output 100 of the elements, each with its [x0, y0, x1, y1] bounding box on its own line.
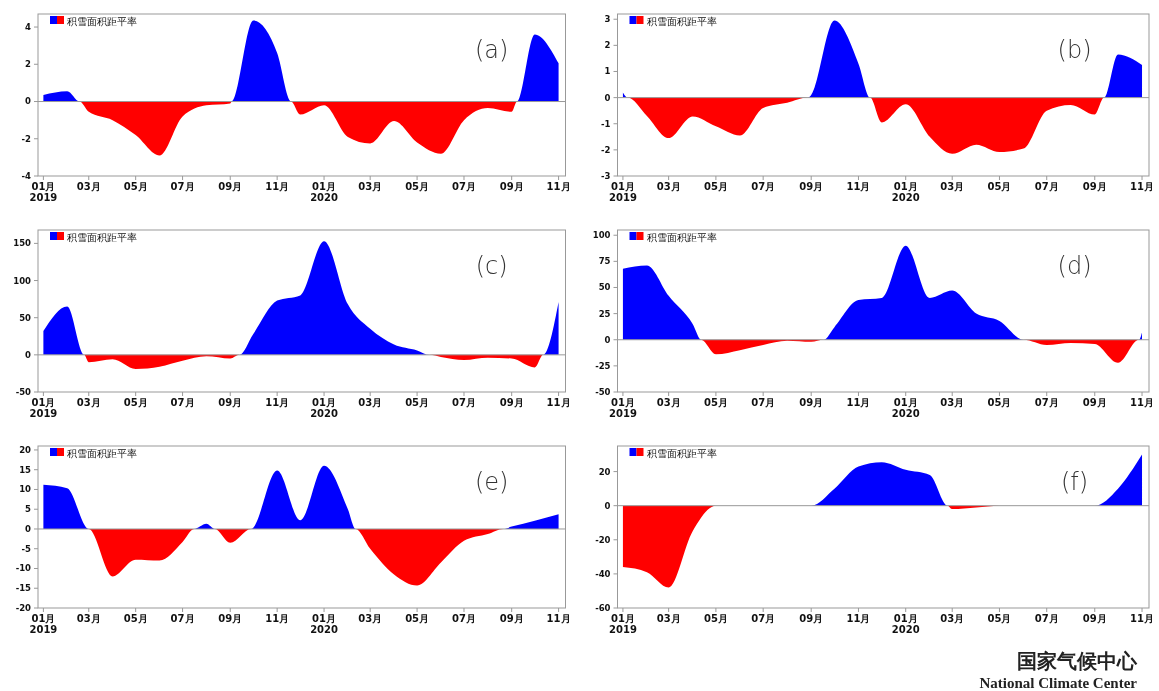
x-tick-label: 03月 — [940, 397, 965, 408]
x-tick-label: 09月 — [499, 181, 524, 192]
y-tick-label: -60 — [595, 602, 611, 613]
text: (e) — [474, 468, 509, 496]
y-tick-label: -15 — [15, 583, 32, 594]
x-tick-label: 01月 2019 — [29, 397, 58, 419]
y-tick-label: -4 — [21, 170, 32, 181]
x-tick-label: 03月 — [940, 613, 965, 624]
x-tick-label: 07月 — [1034, 397, 1059, 408]
x-tick-label: 07月 — [751, 613, 776, 624]
x-tick-label: 07月 — [170, 397, 195, 408]
y-tick-label: 0 — [604, 500, 611, 511]
y-tick-label: 150 — [13, 238, 32, 249]
text: (f) — [1061, 468, 1089, 496]
y-tick-label: -5 — [21, 543, 32, 554]
legend-label: 积雪面积距平率 — [67, 15, 137, 27]
x-tick-label: 09月 — [499, 397, 524, 408]
legend-label: 积雪面积距平率 — [646, 231, 717, 243]
y-tick-label: 0 — [25, 96, 32, 107]
y-tick-label: 50 — [19, 312, 32, 323]
y-tick-label: -2 — [21, 133, 32, 144]
x-tick-label: 01月 2019 — [609, 181, 637, 203]
x-tick-label: 05月 — [703, 181, 728, 192]
y-tick-label: 4 — [25, 22, 32, 33]
x-tick-label: 03月 — [358, 397, 383, 408]
x-tick-label: 09月 — [218, 613, 243, 624]
text: (b) — [1057, 36, 1092, 64]
text: (a) — [474, 36, 509, 64]
y-tick-label: -40 — [595, 568, 611, 579]
y-tick-label: -2 — [601, 144, 611, 155]
x-tick-label: 07月 — [170, 181, 195, 192]
y-tick-label: 100 — [592, 230, 611, 241]
x-tick-label: 01月 2020 — [891, 613, 920, 635]
x-tick-label: 09月 — [1082, 181, 1107, 192]
x-tick-label: 07月 — [751, 181, 776, 192]
x-tick-label: 01月 2019 — [609, 613, 637, 635]
x-tick-label: 09月 — [218, 397, 243, 408]
x-tick-label: 11月 — [846, 397, 871, 408]
y-tick-label: -25 — [595, 360, 611, 371]
x-tick-label: 05月 — [405, 181, 430, 192]
x-tick-label: 01月 2019 — [609, 397, 637, 419]
x-tick-label: 01月 2020 — [310, 613, 338, 635]
text: (c) — [475, 252, 508, 280]
x-tick-label: 11月 — [1130, 397, 1154, 408]
x-tick-label: 11月 — [265, 397, 290, 408]
x-tick-label: 11月 — [1130, 613, 1154, 624]
x-tick-label: 09月 — [799, 613, 824, 624]
x-tick-label: 07月 — [170, 613, 195, 624]
x-tick-label: 07月 — [1034, 613, 1059, 624]
y-tick-label: -20 — [595, 534, 611, 545]
x-tick-label: 05月 — [123, 181, 148, 192]
x-tick-label: 07月 — [452, 397, 476, 408]
y-tick-label: 0 — [604, 92, 611, 103]
x-tick-label: 03月 — [76, 613, 101, 624]
y-tick-label: -50 — [15, 386, 32, 397]
x-tick-label: 05月 — [987, 181, 1012, 192]
x-tick-label: 11月 — [546, 397, 571, 408]
y-tick-label: 15 — [19, 464, 32, 475]
x-tick-label: 05月 — [405, 613, 430, 624]
y-tick-label: 2 — [604, 40, 611, 51]
y-tick-label: 20 — [19, 444, 32, 455]
y-tick-label: 3 — [604, 14, 611, 25]
x-tick-label: 11月 — [846, 181, 871, 192]
x-tick-label: 03月 — [76, 397, 101, 408]
text: (d) — [1057, 252, 1092, 280]
y-tick-label: 1 — [604, 66, 611, 77]
y-tick-label: 0 — [25, 349, 32, 360]
x-tick-label: 05月 — [703, 397, 728, 408]
x-tick-label: 11月 — [846, 613, 871, 624]
x-tick-label: 05月 — [987, 613, 1012, 624]
x-tick-label: 09月 — [799, 397, 824, 408]
y-tick-label: 5 — [25, 504, 32, 515]
y-tick-label: 75 — [598, 256, 611, 267]
legend-label: 积雪面积距平率 — [646, 15, 717, 27]
x-tick-label: 03月 — [656, 181, 681, 192]
x-tick-label: 01月 2020 — [891, 397, 920, 419]
x-tick-label: 07月 — [452, 181, 476, 192]
x-tick-label: 03月 — [656, 397, 681, 408]
x-tick-label: 03月 — [358, 181, 383, 192]
y-tick-label: 2 — [25, 59, 32, 70]
y-tick-label: -10 — [15, 563, 32, 574]
x-tick-label: 07月 — [1034, 181, 1059, 192]
x-tick-label: 09月 — [1082, 613, 1107, 624]
legend-label: 积雪面积距平率 — [646, 447, 717, 459]
x-tick-label: 11月 — [1130, 181, 1154, 192]
y-tick-label: 25 — [598, 308, 611, 319]
y-tick-label: -3 — [601, 170, 611, 181]
x-tick-label: 09月 — [499, 613, 524, 624]
x-tick-label: 03月 — [656, 613, 681, 624]
x-tick-label: 09月 — [799, 181, 824, 192]
x-tick-label: 05月 — [405, 397, 430, 408]
y-tick-label: -50 — [595, 386, 611, 397]
x-tick-label: 05月 — [703, 613, 728, 624]
y-tick-label: 100 — [13, 275, 32, 286]
x-tick-label: 03月 — [940, 181, 965, 192]
x-tick-label: 09月 — [1082, 397, 1107, 408]
y-tick-label: 20 — [598, 466, 611, 477]
x-tick-label: 11月 — [546, 613, 571, 624]
x-tick-label: 07月 — [452, 613, 476, 624]
y-tick-label: -20 — [15, 602, 32, 613]
